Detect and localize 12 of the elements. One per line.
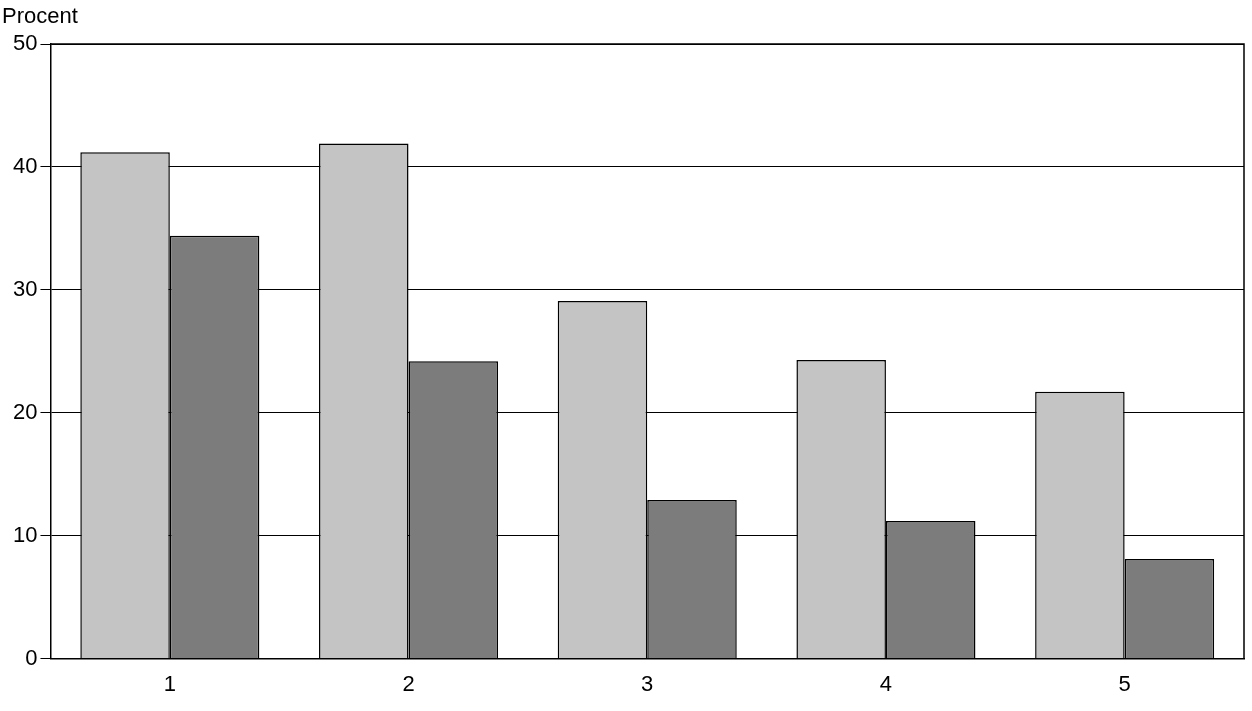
y-tick-label: 20: [12, 398, 38, 424]
y-tick-label: 40: [12, 152, 38, 178]
y-tick-label: 30: [12, 275, 38, 301]
y-axis-title: Procent: [2, 3, 78, 29]
y-tick-label: 10: [12, 521, 38, 547]
x-tick-label: 5: [1118, 670, 1131, 696]
y-tick-label: 0: [25, 644, 38, 670]
x-tick-label: 1: [163, 670, 176, 696]
y-tick-label: 50: [12, 30, 38, 56]
x-tick-label: 3: [641, 670, 654, 696]
x-tick-label: 2: [402, 670, 415, 696]
x-tick-label: 4: [879, 670, 893, 696]
